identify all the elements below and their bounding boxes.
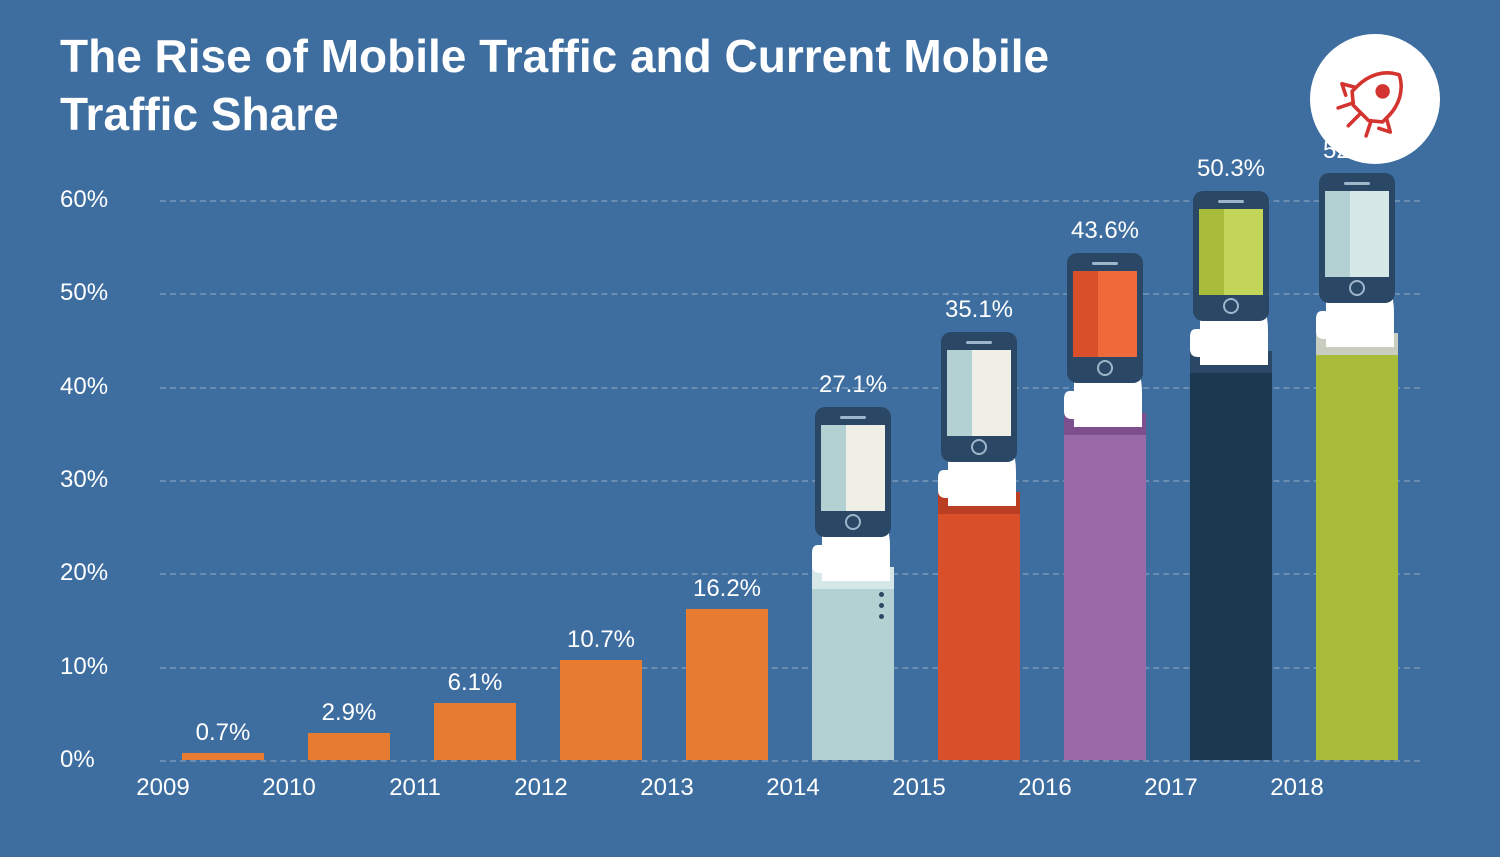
value-label: 35.1% bbox=[945, 296, 1013, 324]
value-label: 52.2% bbox=[1323, 137, 1391, 165]
y-tick-label: 60% bbox=[60, 186, 150, 214]
x-tick-label: 2017 bbox=[1126, 774, 1216, 802]
value-label: 6.1% bbox=[448, 669, 503, 697]
bar: 6.1% bbox=[430, 200, 520, 760]
x-tick-label: 2016 bbox=[1000, 774, 1090, 802]
phone-icon bbox=[941, 332, 1017, 462]
value-label: 0.7% bbox=[196, 719, 251, 747]
bar: 43.6% bbox=[1060, 200, 1150, 760]
bar: 10.7% bbox=[556, 200, 646, 760]
value-label: 10.7% bbox=[567, 626, 635, 654]
sleeve bbox=[1190, 373, 1272, 760]
x-tick-label: 2012 bbox=[496, 774, 586, 802]
bar-body: 43.6% bbox=[1064, 353, 1146, 760]
x-tick-label: 2011 bbox=[370, 774, 460, 802]
x-tick-label: 2014 bbox=[748, 774, 838, 802]
rocket-icon bbox=[1330, 54, 1420, 144]
phone-icon bbox=[1193, 191, 1269, 321]
plot-area: 0.7% 2.9% 6.1% 10.7% 16.2% 27.1% 35.1% 43.6%… bbox=[160, 200, 1420, 760]
value-label: 43.6% bbox=[1071, 217, 1139, 245]
sleeve bbox=[938, 514, 1020, 760]
x-tick-label: 2009 bbox=[118, 774, 208, 802]
y-tick-label: 30% bbox=[60, 466, 150, 494]
bar-body: 6.1% bbox=[434, 703, 516, 760]
bar-body: 52.2% bbox=[1316, 273, 1398, 760]
bar: 50.3% bbox=[1186, 200, 1276, 760]
bars-container: 0.7% 2.9% 6.1% 10.7% 16.2% 27.1% 35.1% 43.6%… bbox=[160, 200, 1420, 760]
bar-body: 50.3% bbox=[1190, 291, 1272, 760]
bar-body: 2.9% bbox=[308, 733, 390, 760]
cuff-buttons bbox=[879, 592, 884, 619]
y-tick-label: 20% bbox=[60, 559, 150, 587]
phone-icon bbox=[815, 407, 891, 537]
y-tick-label: 50% bbox=[60, 279, 150, 307]
bar-body: 16.2% bbox=[686, 609, 768, 760]
bar-body: 27.1% bbox=[812, 507, 894, 760]
gridline bbox=[160, 760, 1420, 762]
bar: 0.7% bbox=[178, 200, 268, 760]
bar-body: 10.7% bbox=[560, 660, 642, 760]
sleeve bbox=[1064, 435, 1146, 760]
value-label: 50.3% bbox=[1197, 155, 1265, 183]
chart-title: The Rise of Mobile Traffic and Current M… bbox=[60, 28, 1110, 143]
bar: 52.2% bbox=[1312, 200, 1402, 760]
bar: 16.2% bbox=[682, 200, 772, 760]
y-tick-label: 0% bbox=[60, 746, 150, 774]
value-label: 27.1% bbox=[819, 371, 887, 399]
bar-body: 0.7% bbox=[182, 753, 264, 760]
bar: 27.1% bbox=[808, 200, 898, 760]
phone-icon bbox=[1319, 173, 1395, 303]
value-label: 16.2% bbox=[693, 575, 761, 603]
phone-icon bbox=[1067, 253, 1143, 383]
x-tick-label: 2010 bbox=[244, 774, 334, 802]
x-tick-label: 2018 bbox=[1252, 774, 1342, 802]
bar-body: 35.1% bbox=[938, 432, 1020, 760]
value-label: 2.9% bbox=[322, 699, 377, 727]
bar: 35.1% bbox=[934, 200, 1024, 760]
x-tick-label: 2013 bbox=[622, 774, 712, 802]
sleeve bbox=[1316, 355, 1398, 760]
y-tick-label: 40% bbox=[60, 373, 150, 401]
bar: 2.9% bbox=[304, 200, 394, 760]
y-tick-label: 10% bbox=[60, 653, 150, 681]
x-tick-label: 2015 bbox=[874, 774, 964, 802]
bar-chart: 0%10%20%30%40%50%60% 0.7%2.9%6.1%10.7%16… bbox=[60, 200, 1440, 760]
x-axis-labels: 2009 2010 2011 2012 2013 2014 2015 2016 2017 2018 bbox=[100, 774, 1360, 802]
